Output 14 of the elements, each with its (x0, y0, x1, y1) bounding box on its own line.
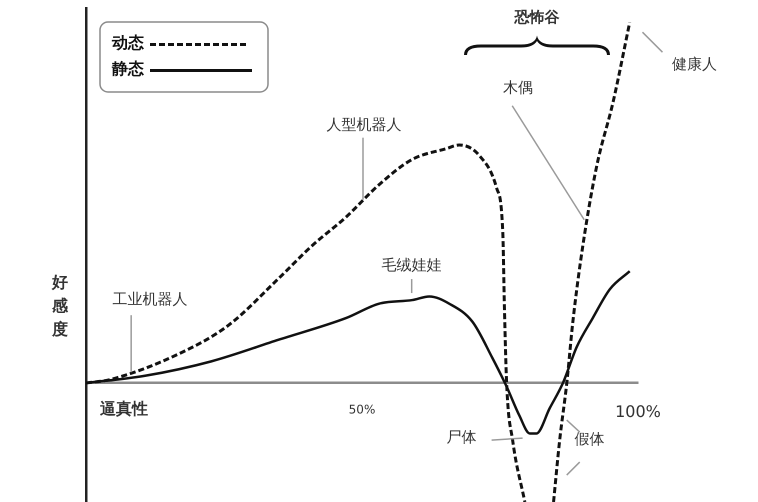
annotation: 人型机器人 (326, 116, 402, 134)
annotation: 毛绒娃娃 (382, 256, 442, 274)
y-axis-title: 好感度 (51, 272, 69, 339)
annotation: 恐怖谷 (514, 8, 560, 26)
annotation: 工业机器人 (112, 290, 188, 308)
annotation: 健康人 (672, 55, 717, 74)
annotation: 木偶 (503, 78, 534, 97)
x-axis-title: 逼真性 (99, 399, 148, 418)
legend-label: 动态 (111, 33, 144, 52)
legend-label: 静态 (111, 59, 144, 78)
x-tick-label: 50% (348, 402, 376, 416)
annotation: 尸体 (446, 428, 477, 446)
x-tick-label: 100% (615, 402, 661, 421)
annotation: 假体 (574, 430, 605, 448)
